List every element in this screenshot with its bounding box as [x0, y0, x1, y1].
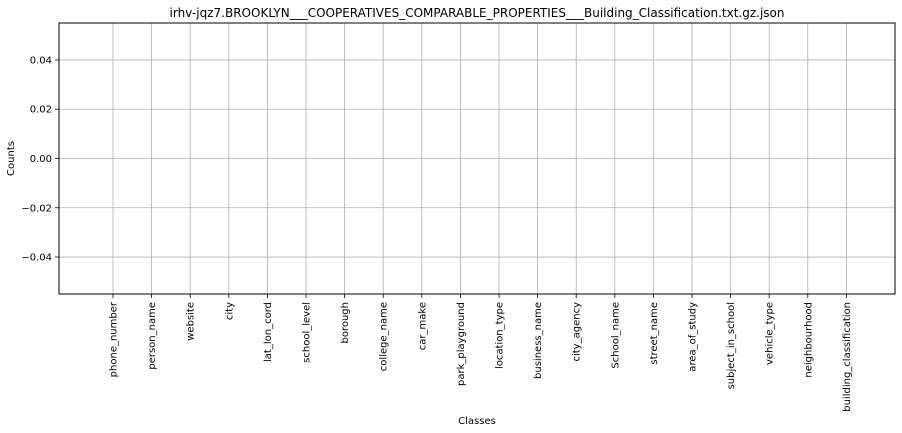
y-tick-label: −0.02: [21, 203, 52, 214]
x-tick-label: business_name: [533, 302, 544, 379]
x-tick-label: park_playground: [456, 302, 467, 386]
y-tick-label: −0.04: [21, 253, 52, 264]
x-axis-ticks: phone_number person_name website city lat_lo…: [109, 294, 853, 412]
x-tick-label: area_of_study: [688, 302, 699, 372]
x-axis-label: Classes: [458, 416, 496, 427]
chart-title: irhv-jqz7.BROOKLYN___COOPERATIVES_COMPAR…: [170, 6, 785, 20]
x-tick-label: phone_number: [109, 301, 120, 377]
y-axis-label: Counts: [6, 141, 17, 176]
x-tick-label: vehicle_type: [765, 302, 776, 365]
x-tick-label: college_name: [379, 302, 390, 371]
x-tick-label: School_name: [610, 302, 621, 369]
y-tick-label: 0.02: [30, 105, 52, 116]
x-tick-label: street_name: [649, 302, 660, 365]
x-tick-label: city_agency: [572, 302, 583, 362]
x-tick-label: borough: [340, 302, 351, 344]
x-tick-label: car_make: [417, 302, 428, 350]
x-tick-label: website: [186, 302, 197, 341]
y-axis-ticks: −0.04 −0.02 0.00 0.02 0.04: [21, 55, 59, 264]
x-tick-label: lat_lon_cord: [263, 302, 274, 362]
x-tick-label: person_name: [147, 302, 158, 370]
x-tick-label: building_classification: [842, 302, 853, 412]
x-tick-label: school_level: [302, 302, 313, 363]
x-tick-label: neighbourhood: [803, 302, 814, 378]
x-tick-label: location_type: [495, 302, 506, 369]
x-tick-label: city: [224, 302, 235, 320]
y-tick-label: 0.04: [30, 55, 52, 66]
grid-lines: [59, 23, 895, 294]
y-tick-label: 0.00: [30, 154, 52, 165]
x-tick-label: subject_in_school: [726, 302, 737, 389]
